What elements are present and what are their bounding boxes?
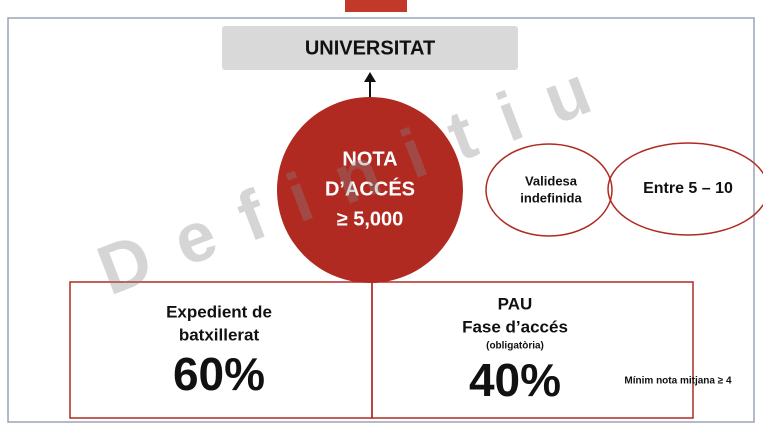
box-text: batxillerat bbox=[179, 325, 260, 344]
ellipse-left bbox=[485, 143, 613, 237]
center-line: ≥ 5,000 bbox=[337, 208, 404, 230]
box-right bbox=[371, 281, 694, 419]
top-accent bbox=[345, 0, 407, 12]
box-percent: 40% bbox=[469, 354, 561, 406]
ellipse-text: Validesa bbox=[525, 173, 578, 188]
box-note: (obligatòria) bbox=[486, 341, 544, 352]
ellipse-text: indefinida bbox=[520, 190, 582, 205]
box-text: Expedient de bbox=[166, 302, 272, 321]
ellipse-text: Entre 5 – 10 bbox=[643, 180, 733, 197]
box-text: Fase d’accés bbox=[462, 317, 568, 336]
box-text: PAU bbox=[498, 294, 533, 313]
header-box bbox=[222, 26, 518, 70]
slide-frame bbox=[7, 17, 755, 423]
header-title: UNIVERSITAT bbox=[305, 37, 435, 59]
center-line: NOTA bbox=[342, 148, 397, 170]
arrow-head bbox=[364, 72, 376, 82]
side-note: Mínim nota mitjana ≥ 4 bbox=[624, 376, 732, 387]
center-circle bbox=[277, 97, 463, 283]
box-percent: 60% bbox=[173, 348, 265, 400]
ellipse-right bbox=[607, 142, 763, 236]
center-line: D’ACCÉS bbox=[325, 177, 415, 200]
